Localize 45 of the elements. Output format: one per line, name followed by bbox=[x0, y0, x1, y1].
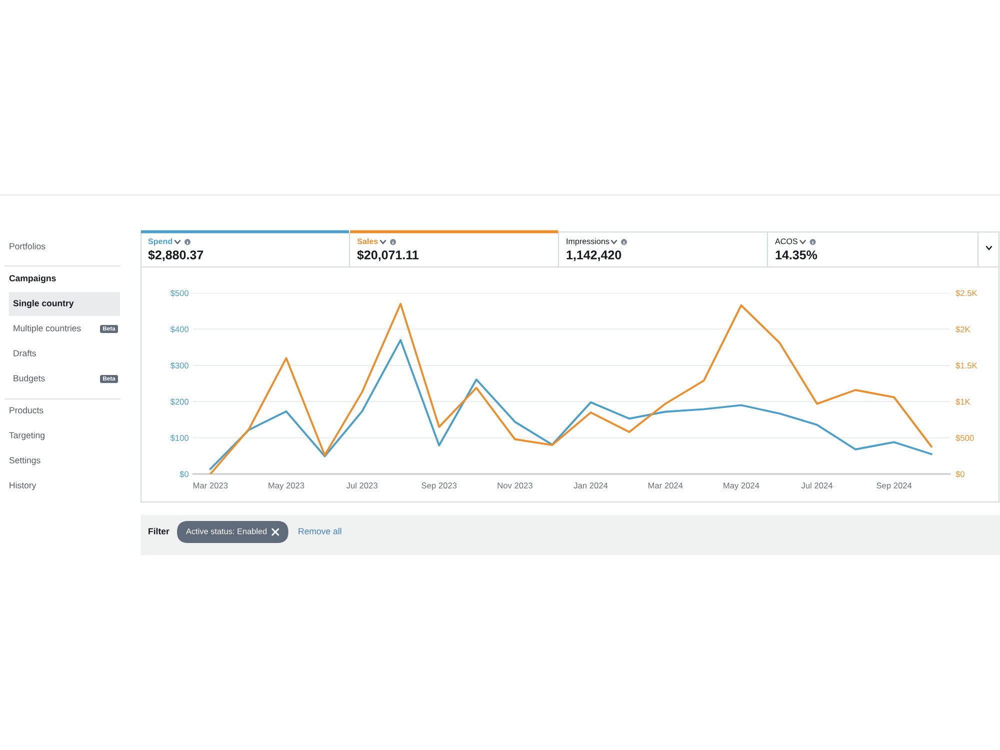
text: Products bbox=[10, 406, 44, 414]
y-tick-label: $300 bbox=[170, 362, 189, 369]
y2-tick-label: $500 bbox=[956, 434, 974, 442]
y2-tick-label: $2.5K bbox=[956, 290, 978, 297]
text: Active status: Enabled bbox=[186, 528, 267, 534]
text: $20,071.11 bbox=[357, 250, 419, 262]
x-tick-label: Sep 2023 bbox=[422, 482, 457, 490]
x-tick-label: Jan 2024 bbox=[574, 482, 608, 488]
text: Remove all bbox=[298, 528, 342, 534]
y2-tick-label: $1.5K bbox=[956, 362, 978, 369]
text: Spend bbox=[148, 238, 172, 246]
text: Drafts bbox=[14, 350, 36, 356]
text: 1,142,420 bbox=[566, 250, 622, 262]
y2-tick-label: $1K bbox=[956, 398, 970, 406]
line-series bbox=[209, 339, 932, 470]
x-tick-label: Nov 2023 bbox=[498, 482, 532, 488]
text: History bbox=[10, 482, 36, 490]
text: Targeting bbox=[9, 432, 44, 440]
x-tick-label: May 2024 bbox=[724, 482, 760, 490]
text: Multiple countries bbox=[14, 324, 81, 334]
text: Settings bbox=[9, 456, 40, 466]
text: Portfolios bbox=[10, 242, 46, 250]
x-tick-label: May 2023 bbox=[268, 482, 304, 490]
text: Budgets bbox=[14, 374, 45, 384]
x-tick-label: Jul 2024 bbox=[801, 482, 833, 488]
y-tick-label: $500 bbox=[170, 290, 189, 297]
x-tick-label: Mar 2024 bbox=[648, 482, 683, 488]
x-tick-label: Mar 2023 bbox=[193, 482, 228, 488]
line-series bbox=[209, 302, 932, 474]
text: 14.35% bbox=[776, 250, 818, 260]
text: $2,880.37 bbox=[148, 250, 204, 262]
y-tick-label: $100 bbox=[170, 434, 189, 442]
x-tick-label: Jul 2023 bbox=[346, 482, 378, 488]
text: ACOS bbox=[775, 238, 798, 244]
text: Impressions bbox=[566, 238, 610, 246]
y2-tick-label: $0 bbox=[956, 470, 964, 478]
y2-tick-label: $2K bbox=[956, 326, 970, 333]
text: Sales bbox=[357, 238, 378, 244]
text: Single country bbox=[13, 300, 74, 308]
x-tick-label: Sep 2024 bbox=[876, 482, 912, 490]
y-tick-label: $400 bbox=[170, 326, 189, 333]
text: Filter bbox=[148, 528, 170, 534]
text: Campaigns bbox=[9, 274, 56, 284]
y-tick-label: $200 bbox=[170, 398, 189, 406]
y-tick-label: $0 bbox=[180, 470, 189, 478]
